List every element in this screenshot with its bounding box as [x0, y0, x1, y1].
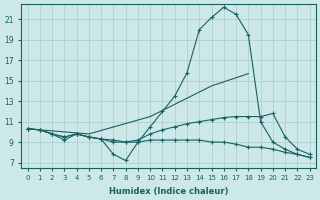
X-axis label: Humidex (Indice chaleur): Humidex (Indice chaleur)	[109, 187, 228, 196]
